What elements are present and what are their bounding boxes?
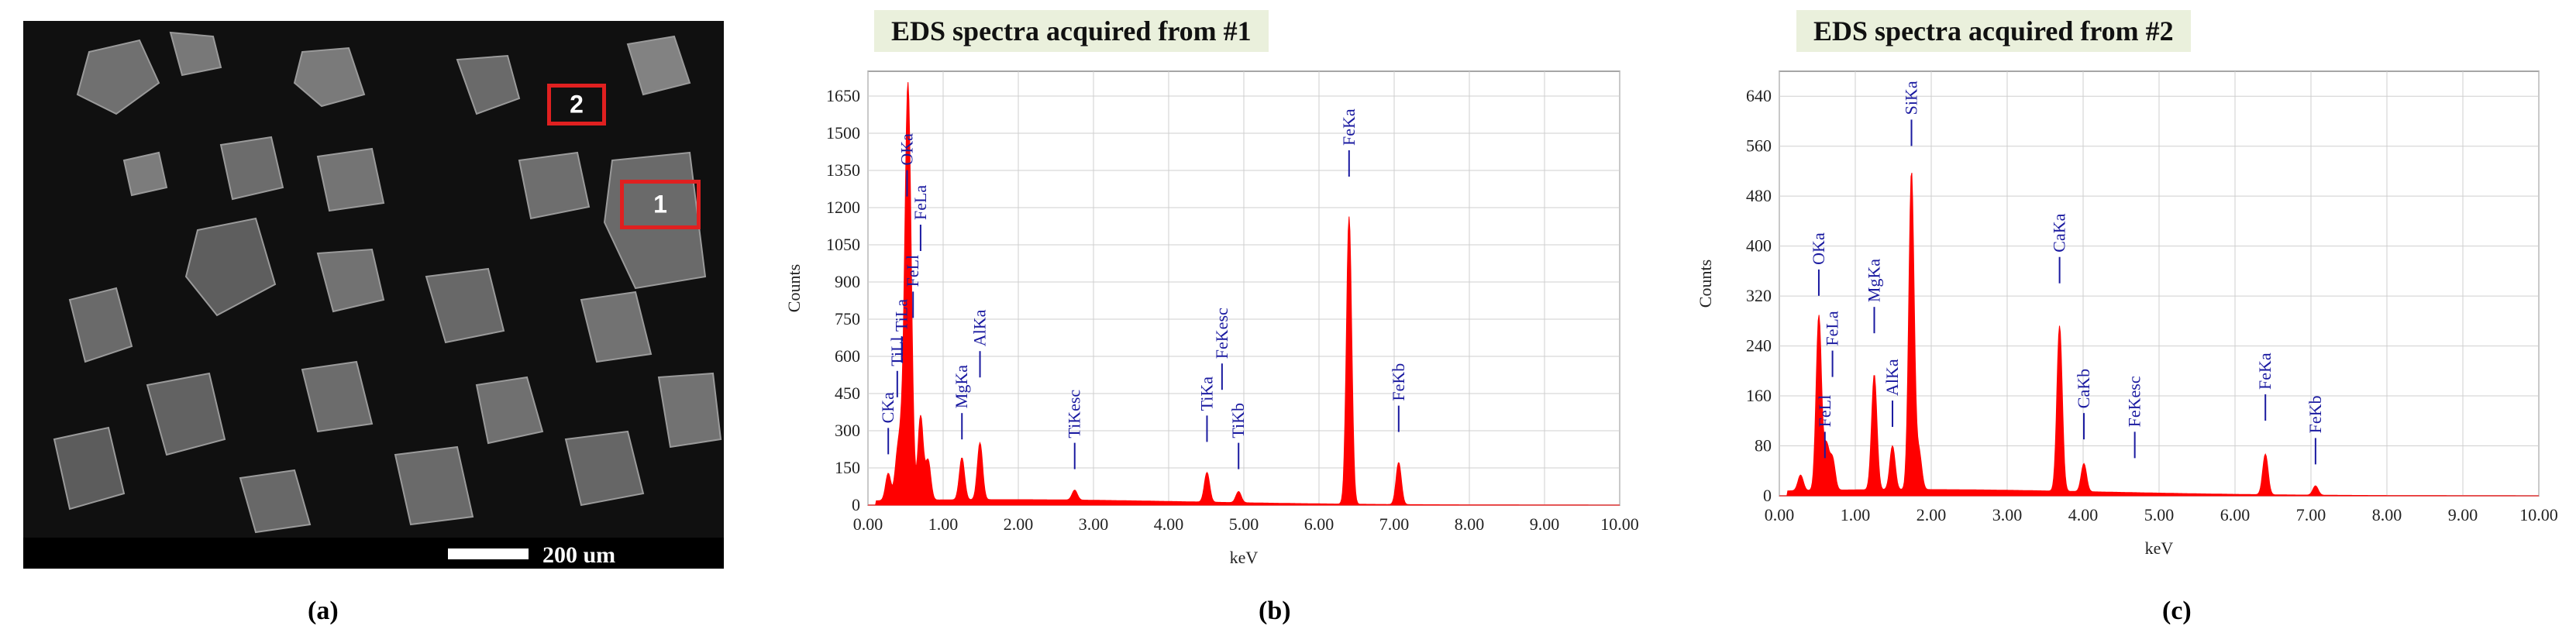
chart-1-x-tick-label: 2.00 (1004, 514, 1034, 534)
chart-2-x-tick-label: 10.00 (2519, 505, 2558, 524)
chart-1-x-tick-label: 5.00 (1229, 514, 1259, 534)
chart-1-x-tick-label: 9.00 (1530, 514, 1560, 534)
chart-2-peak-label: AlKa (1882, 359, 1902, 396)
chart-2-y-tick-label: 240 (1746, 336, 1772, 356)
chart-1-y-tick-label: 300 (835, 421, 860, 440)
scale-bar (448, 548, 529, 559)
region-2-label: 2 (570, 90, 584, 119)
chart-2-x-tick-label: 3.00 (1992, 505, 2023, 524)
chart-2-peak-label: CaKa (2050, 213, 2069, 252)
chart-2-x-axis-label: keV (2145, 538, 2174, 558)
chart-1-y-axis-label: Counts (784, 264, 804, 312)
chart-2-y-axis-label: Counts (1696, 260, 1715, 308)
chart-1-y-tick-label: 900 (835, 272, 860, 291)
chart-2-peak-label: SiKa (1902, 81, 1921, 115)
chart-2-title: EDS spectra acquired from #2 (1796, 10, 2191, 52)
chart-1-peak-label: MgKa (952, 365, 971, 408)
chart-2-y-tick-label: 560 (1746, 136, 1772, 156)
chart-1-x-tick-label: 3.00 (1079, 514, 1109, 534)
chart-1-y-tick-label: 1650 (826, 86, 860, 105)
chart-2-peak-label: FeLa (1823, 311, 1842, 346)
chart-1-y-tick-label: 1500 (826, 123, 860, 143)
chart-2-peak-label: FeKa (2255, 352, 2275, 390)
chart-2-y-tick-label: 320 (1746, 286, 1772, 305)
chart-1-y-tick-label: 1350 (826, 160, 860, 180)
chart-2-peak-label: MgKa (1865, 259, 1884, 302)
chart-1-peak-label: FeLl (903, 255, 922, 287)
chart-1-y-tick-label: 1050 (826, 235, 860, 254)
chart-2-peak-label: CaKb (2074, 369, 2093, 408)
chart-1-y-tick-label: 600 (835, 346, 860, 366)
chart-2-peak-label: FeLl (1815, 395, 1834, 428)
chart-1-peak-label: AlKa (970, 309, 990, 346)
chart-1-peak-label: FeLa (911, 185, 930, 220)
region-2-marker: 2 (547, 84, 606, 126)
chart-1-spectrum (868, 82, 1620, 506)
chart-2-peak-label: OKa (1809, 232, 1828, 265)
scale-bar-label: 200 um (542, 542, 616, 568)
chart-2-y-tick-label: 0 (1763, 486, 1772, 505)
chart-2-y-tick-label: 160 (1746, 386, 1772, 405)
region-1-label: 1 (653, 190, 667, 218)
chart-1-y-tick-label: 1200 (826, 198, 860, 217)
chart-2-x-tick-label: 1.00 (1841, 505, 1871, 524)
chart-1-peak-label: FeKb (1389, 363, 1408, 401)
chart-1-peak-label: OKa (897, 133, 916, 166)
chart-1-peak-label: FeKesc (1212, 308, 1231, 359)
chart-2-x-tick-label: 6.00 (2220, 505, 2251, 524)
chart-1-peak-label: TiLa (892, 299, 911, 332)
chart-1-x-tick-label: 7.00 (1379, 514, 1410, 534)
chart-1-x-tick-label: 6.00 (1304, 514, 1334, 534)
eds-chart-1: 0 150 300 450 600 750 900 1050 1200 1350 1500 1650 0… (784, 70, 1639, 567)
chart-1-peak-label: TiKesc (1065, 390, 1084, 438)
scale-bar-strip: 200 um (23, 538, 724, 569)
chart-2-peak-label: FeKb (2306, 396, 2325, 434)
chart-1-x-tick-label: 1.00 (928, 514, 959, 534)
chart-1-x-tick-label: 10.00 (1600, 514, 1639, 534)
chart-1-y-tick-label: 750 (835, 309, 860, 328)
particle-field (53, 31, 722, 534)
chart-1-y-tick-label: 150 (835, 458, 860, 477)
sem-micrograph: 2 1 200 um (23, 21, 724, 569)
chart-1-peak-label: CKa (878, 392, 897, 424)
chart-1-peak-label: TiKb (1228, 403, 1248, 438)
chart-2-x-tick-label: 9.00 (2448, 505, 2478, 524)
chart-1-title: EDS spectra acquired from #1 (874, 10, 1269, 52)
chart-1-x-tick-label: 8.00 (1455, 514, 1485, 534)
chart-2-x-tick-label: 8.00 (2372, 505, 2402, 524)
chart-2-x-tick-label: 7.00 (2296, 505, 2326, 524)
chart-2-y-tick-label: 640 (1746, 86, 1772, 105)
chart-2-peak-label: FeKesc (2125, 376, 2144, 427)
chart-2-x-tick-label: 4.00 (2068, 505, 2099, 524)
chart-1-x-axis-label: keV (1230, 548, 1259, 567)
caption-a: (a) (308, 597, 339, 625)
chart-1-peak-label: FeKa (1339, 108, 1359, 146)
region-1-marker: 1 (620, 180, 701, 229)
chart-1-x-tick-label: 4.00 (1154, 514, 1184, 534)
eds-chart-2: 0 80 160 240 320 400 480 560 640 0.00 1.00 2.00 3.00… (1696, 70, 2558, 558)
chart-2-x-tick-label: 5.00 (2144, 505, 2175, 524)
chart-2-y-tick-label: 80 (1755, 436, 1772, 456)
chart-2-y-tick-label: 480 (1746, 186, 1772, 205)
chart-1-x-tick-label: 0.00 (853, 514, 883, 534)
chart-2-spectrum (1779, 172, 2539, 497)
chart-2-x-tick-label: 2.00 (1917, 505, 1947, 524)
caption-b: (b) (1259, 597, 1291, 625)
chart-1-y-tick-label: 450 (835, 383, 860, 403)
chart-1-peak-label: TiLl (887, 336, 907, 366)
caption-c: (c) (2162, 597, 2192, 625)
chart-1-peak-label: TiKa (1197, 377, 1216, 411)
chart-2-y-tick-label: 400 (1746, 236, 1772, 256)
chart-2-x-tick-label: 0.00 (1765, 505, 1795, 524)
chart-1-y-tick-label: 0 (852, 495, 860, 514)
